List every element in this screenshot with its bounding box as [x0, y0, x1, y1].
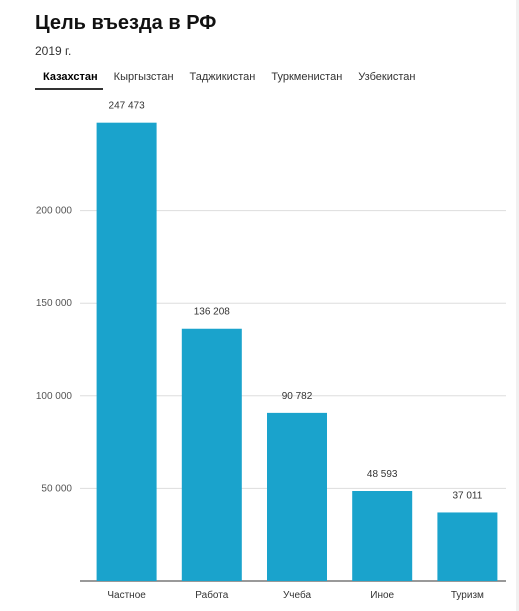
- tab-kyrgyzstan[interactable]: Кыргызстан: [113, 71, 174, 83]
- right-edge-strip: [516, 0, 519, 611]
- data-label: 90 782: [282, 391, 313, 402]
- labels: 50 000 100 000 150 000 200 000 247 473 Частно…: [36, 101, 484, 601]
- data-label: 37 011: [452, 490, 482, 501]
- bar: [181, 328, 242, 581]
- y-tick-label: 150 000: [36, 298, 73, 309]
- x-tick-label: Туризм: [451, 590, 484, 601]
- tab-turkmenistan[interactable]: Туркменистан: [271, 71, 343, 83]
- bars: [96, 122, 498, 582]
- chart-title: Цель въезда в РФ: [35, 12, 217, 34]
- tab-uzbekistan[interactable]: Узбекистан: [358, 71, 416, 83]
- data-label: 136 208: [194, 307, 231, 318]
- y-tick-label: 100 000: [36, 391, 73, 402]
- x-tick-label: Частное: [107, 590, 146, 601]
- y-tick-label: 50 000: [41, 483, 72, 494]
- bar: [267, 412, 327, 581]
- bar: [352, 491, 413, 581]
- bar: [437, 512, 498, 581]
- data-label: 247 473: [109, 101, 146, 112]
- country-tabs: Казахстан Кыргызстан Таджикистан Туркмен…: [35, 71, 423, 91]
- bar: [96, 122, 157, 582]
- y-tick-label: 200 000: [36, 206, 73, 217]
- active-tab-underline: [35, 88, 103, 90]
- x-tick-label: Работа: [195, 589, 228, 601]
- x-tick-label: Иное: [370, 590, 394, 601]
- tab-tajikistan[interactable]: Таджикистан: [189, 71, 256, 83]
- tab-kazakhstan[interactable]: Казахстан: [43, 71, 98, 83]
- data-label: 48 593: [367, 469, 398, 480]
- chart-subtitle: 2019 г.: [35, 44, 72, 58]
- x-tick-label: Учеба: [283, 589, 312, 601]
